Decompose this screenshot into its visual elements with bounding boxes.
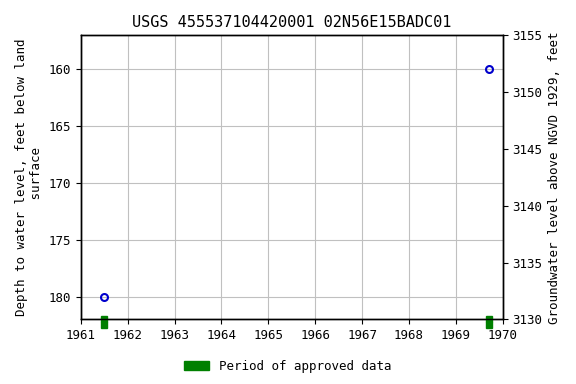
Legend: Period of approved data: Period of approved data: [179, 355, 397, 378]
Title: USGS 455537104420001 02N56E15BADC01: USGS 455537104420001 02N56E15BADC01: [132, 15, 452, 30]
Y-axis label: Depth to water level, feet below land
 surface: Depth to water level, feet below land su…: [15, 39, 43, 316]
Y-axis label: Groundwater level above NGVD 1929, feet: Groundwater level above NGVD 1929, feet: [548, 31, 561, 324]
